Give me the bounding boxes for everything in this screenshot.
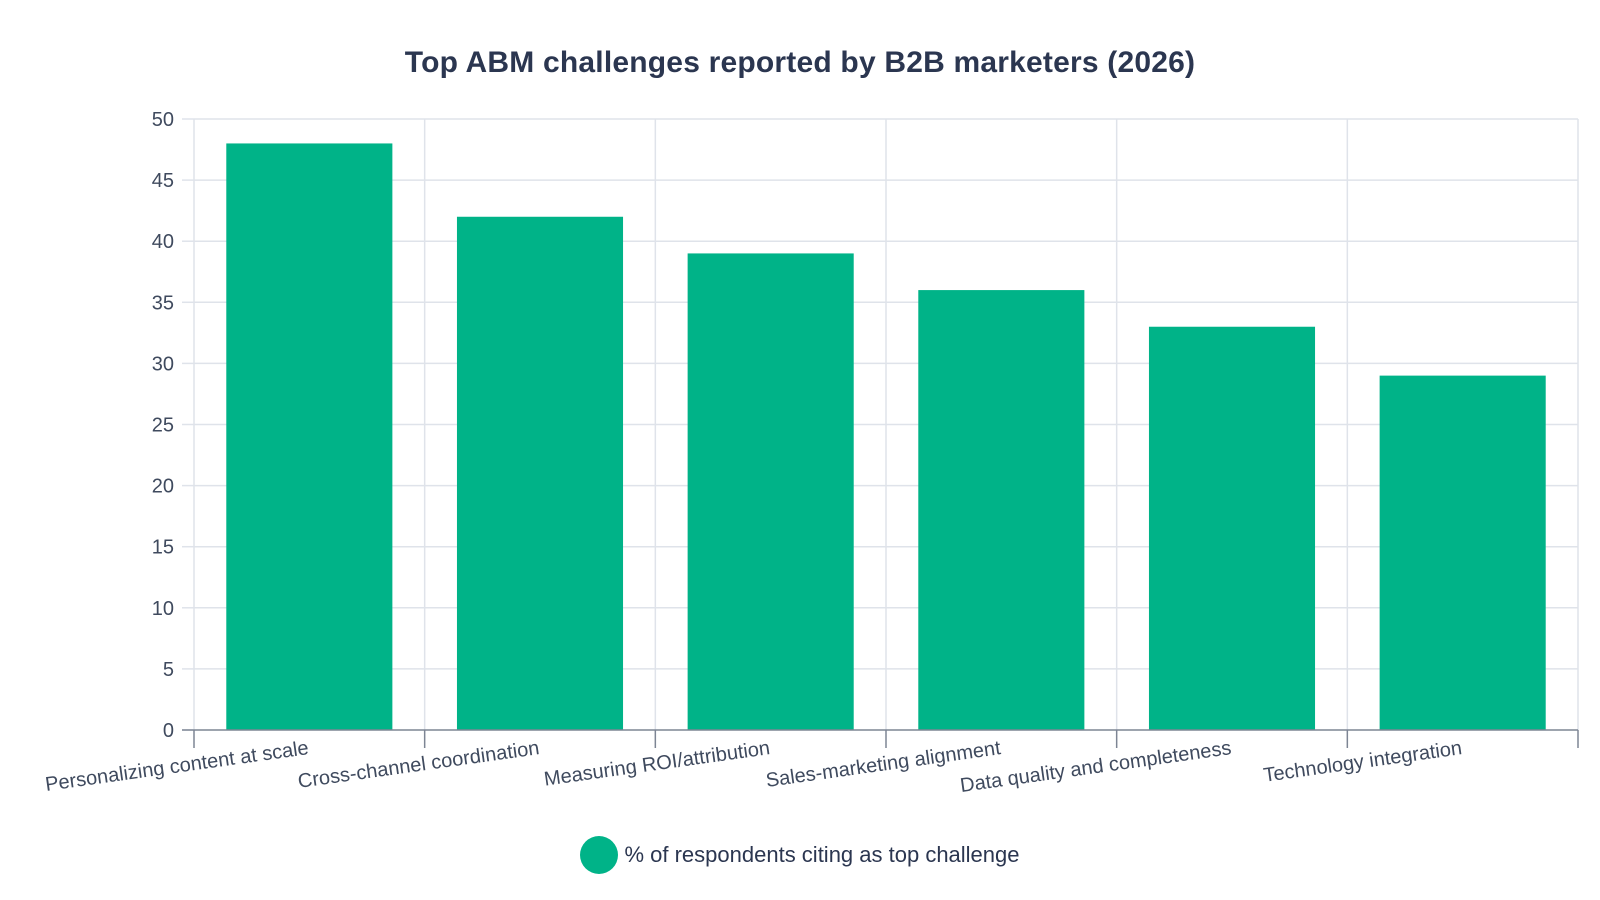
y-tick-label: 5: [163, 659, 174, 681]
legend-swatch-icon: [580, 836, 619, 874]
bar-2[interactable]: [456, 216, 624, 730]
y-tick-label: 40: [152, 231, 174, 253]
y-tick-label: 25: [152, 415, 174, 437]
bar-4[interactable]: [918, 290, 1085, 730]
y-tick-label: 10: [152, 598, 174, 620]
y-tick-label: 45: [152, 170, 174, 192]
x-tick-label: Technology integration: [1262, 737, 1463, 787]
y-tick-label: 35: [152, 292, 174, 314]
y-tick-label: 0: [163, 720, 174, 742]
y-tick-label: 20: [152, 476, 174, 498]
x-tick-label: Cross-channel coordination: [297, 737, 541, 793]
chart-title: Top ABM challenges reported by B2B marke…: [404, 46, 1196, 79]
gridlines: [182, 118, 1579, 731]
bar-5[interactable]: [1148, 326, 1316, 730]
y-tick-labels: 0 5 10 15 20 25 30 35 40 45 50: [152, 109, 174, 742]
y-tick-label: 50: [152, 109, 174, 131]
x-tick-label: Personalizing content at scale: [44, 737, 310, 796]
x-tick-labels: Personalizing content at scaleCross-chan…: [44, 737, 1464, 797]
bar-6[interactable]: [1379, 375, 1546, 730]
bar-1[interactable]: [226, 143, 393, 730]
legend-label: % of respondents citing as top challenge: [624, 842, 1020, 867]
x-tick-label: Measuring ROI/attribution: [543, 737, 772, 791]
bar-3[interactable]: [687, 253, 854, 731]
axes: [182, 729, 1579, 748]
y-tick-label: 15: [152, 537, 174, 559]
bars: [226, 143, 1546, 731]
y-tick-label: 30: [152, 353, 174, 375]
legend[interactable]: % of respondents citing as top challenge: [0, 836, 1600, 874]
